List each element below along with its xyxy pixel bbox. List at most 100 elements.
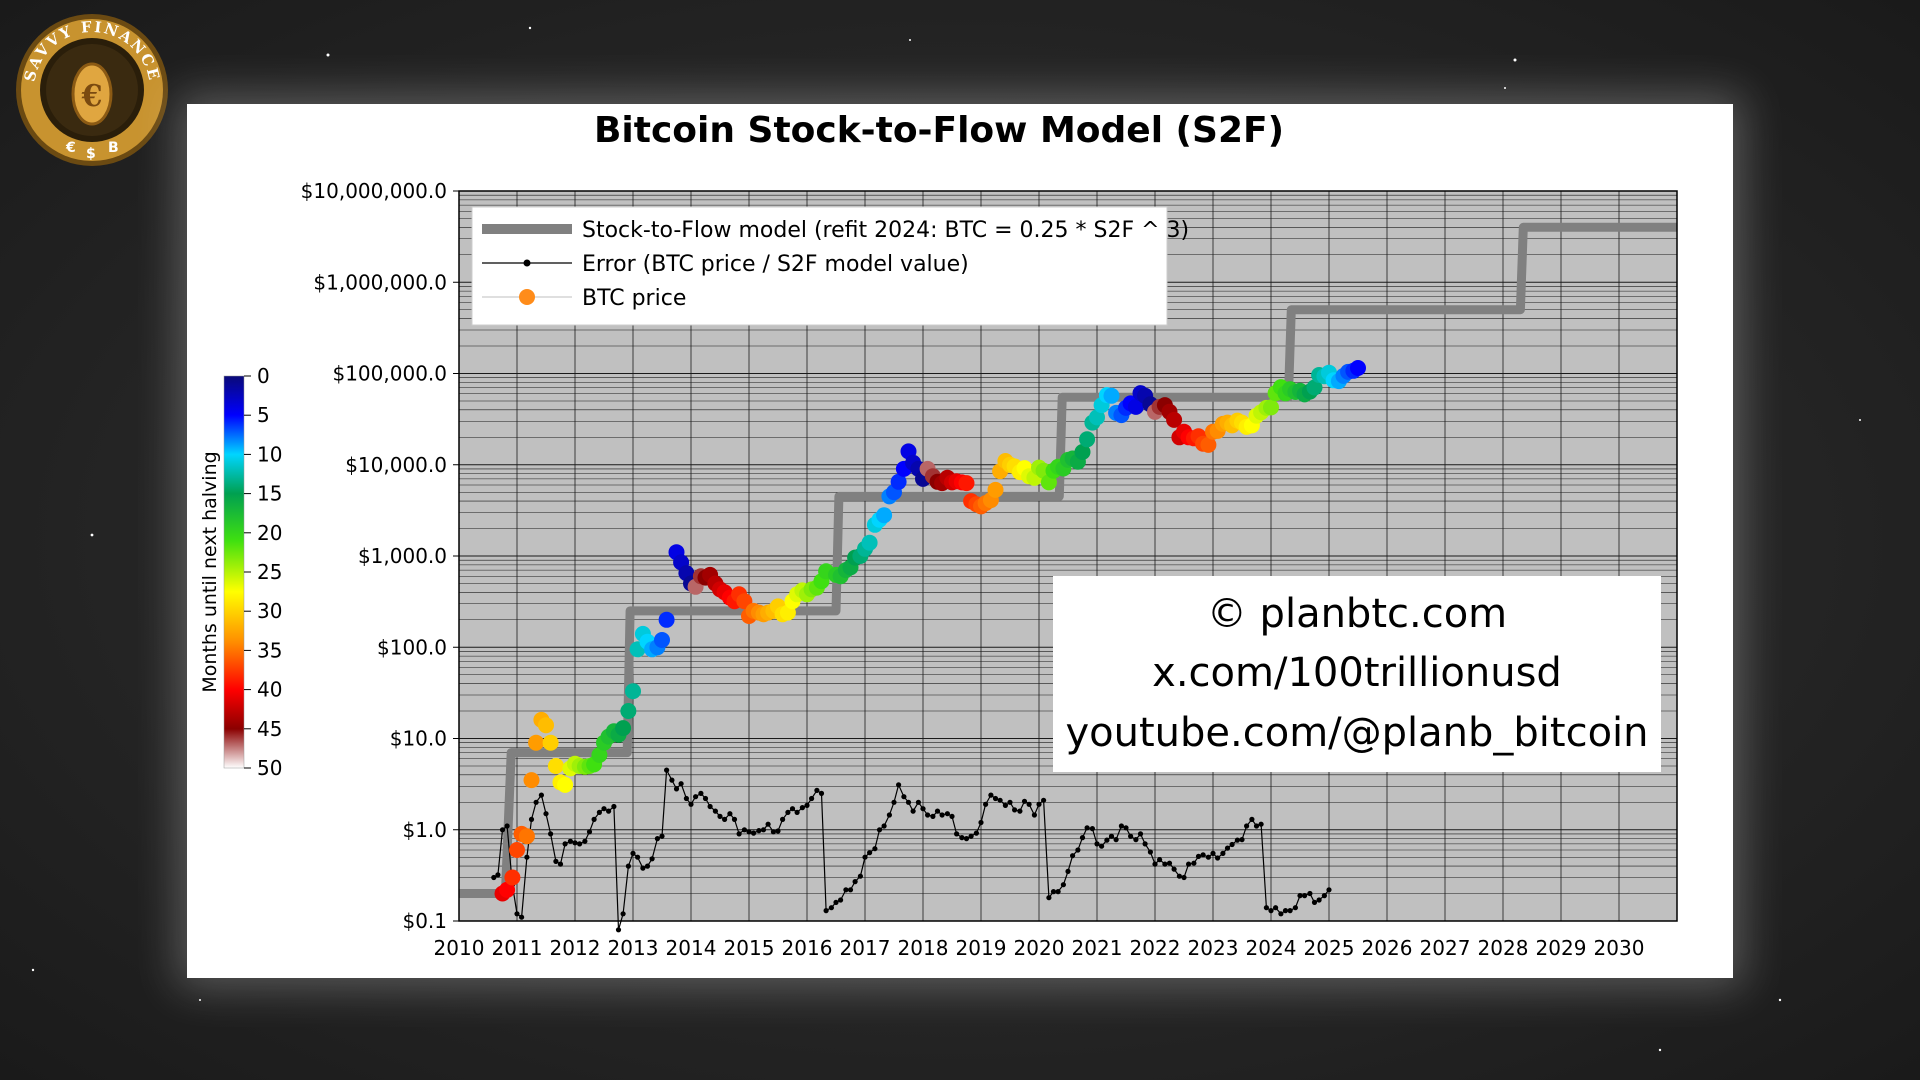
error-point: [1070, 853, 1076, 859]
price-point: [1074, 444, 1091, 460]
y-tick-label: $1,000.0: [358, 544, 447, 568]
error-point: [1215, 855, 1221, 861]
price-point: [1350, 360, 1366, 376]
legend-error-label: Error (BTC price / S2F model value): [582, 252, 969, 277]
error-point: [867, 850, 873, 856]
error-point: [615, 927, 622, 933]
y-tick-label: $1,000,000.0: [313, 270, 447, 294]
error-point: [1273, 905, 1279, 911]
price-point: [615, 720, 632, 737]
x-tick-label: 2010: [434, 936, 485, 960]
error-point: [1311, 899, 1318, 906]
error-point: [640, 865, 646, 871]
error-point: [1244, 823, 1250, 829]
error-point: [625, 863, 631, 869]
x-tick-label: 2015: [724, 936, 775, 960]
error-point: [654, 836, 660, 842]
price-point: [538, 717, 554, 734]
legend-price-dot: [519, 289, 535, 305]
x-tick-label: 2029: [1536, 936, 1587, 960]
price-point: [542, 734, 559, 751]
chart-panel: Bitcoin Stock-to-Flow Model (S2F) $10,00…: [187, 104, 1733, 978]
price-point: [518, 828, 535, 845]
x-tick-label: 2022: [1130, 936, 1181, 960]
error-point: [669, 777, 675, 783]
error-point: [495, 872, 501, 878]
error-point: [586, 829, 593, 835]
error-point: [959, 835, 965, 841]
error-point: [1065, 868, 1071, 875]
logo-symbol: $: [86, 146, 96, 162]
error-point: [548, 831, 554, 837]
error-point: [698, 790, 704, 797]
x-tick-label: 2013: [608, 936, 659, 960]
price-point: [1200, 436, 1217, 453]
error-point: [1002, 802, 1009, 809]
error-point: [1017, 808, 1023, 814]
error-point: [1195, 853, 1202, 860]
error-point: [780, 816, 786, 823]
error-point: [804, 802, 810, 809]
error-point: [1060, 882, 1066, 888]
error-point: [905, 799, 912, 805]
error-point: [1205, 854, 1211, 860]
error-point: [847, 887, 854, 893]
error-point: [1316, 897, 1322, 903]
error-point: [557, 861, 564, 867]
x-tick-label: 2026: [1362, 936, 1413, 960]
error-point: [620, 911, 626, 917]
price-point: [557, 776, 574, 793]
annotation-line: youtube.com/@planb_bitcoin: [1065, 710, 1648, 756]
error-point: [843, 887, 849, 893]
error-point: [1253, 823, 1260, 829]
error-point: [1055, 889, 1061, 895]
error-point: [930, 813, 936, 820]
error-point: [659, 833, 665, 839]
error-point: [1036, 801, 1042, 807]
error-point: [756, 828, 762, 834]
colorbar-tick-label: 5: [257, 403, 270, 427]
error-point: [1263, 905, 1269, 911]
y-tick-label: $0.1: [402, 909, 447, 933]
y-tick-label: $10.0: [390, 727, 447, 751]
error-point: [1181, 874, 1187, 881]
error-point: [1302, 893, 1308, 899]
error-point: [1104, 837, 1110, 843]
error-point: [1007, 799, 1013, 805]
annotation-line: © planbtc.com: [1207, 591, 1507, 637]
error-point: [712, 808, 719, 814]
error-point: [934, 808, 941, 814]
error-point: [1166, 860, 1173, 866]
error-point: [1118, 823, 1124, 829]
price-point: [504, 869, 521, 886]
error-point: [683, 795, 689, 802]
error-point: [553, 858, 559, 865]
price-point: [654, 632, 670, 648]
price-point: [958, 475, 975, 492]
error-point: [799, 805, 806, 811]
error-point: [1239, 837, 1245, 843]
error-point: [1278, 911, 1284, 917]
error-point: [818, 790, 825, 797]
colorbar-tick-label: 25: [257, 560, 282, 584]
error-point: [1186, 861, 1192, 867]
chart-title: Bitcoin Stock-to-Flow Model (S2F): [594, 110, 1284, 151]
error-point: [785, 809, 791, 816]
error-point: [664, 767, 670, 773]
error-point: [707, 803, 713, 810]
error-point: [814, 787, 820, 794]
error-point: [673, 786, 680, 792]
price-point: [658, 611, 675, 628]
error-point: [649, 856, 655, 862]
error-point: [524, 854, 530, 860]
error-point: [886, 812, 893, 818]
error-point: [702, 795, 709, 802]
x-tick-label: 2027: [1420, 936, 1471, 960]
error-point: [760, 827, 767, 833]
y-tick-label: $1.0: [402, 818, 447, 842]
error-point: [1326, 887, 1332, 893]
error-point: [973, 830, 980, 836]
error-point: [1113, 837, 1119, 843]
error-point: [601, 806, 607, 812]
error-point: [997, 797, 1003, 803]
